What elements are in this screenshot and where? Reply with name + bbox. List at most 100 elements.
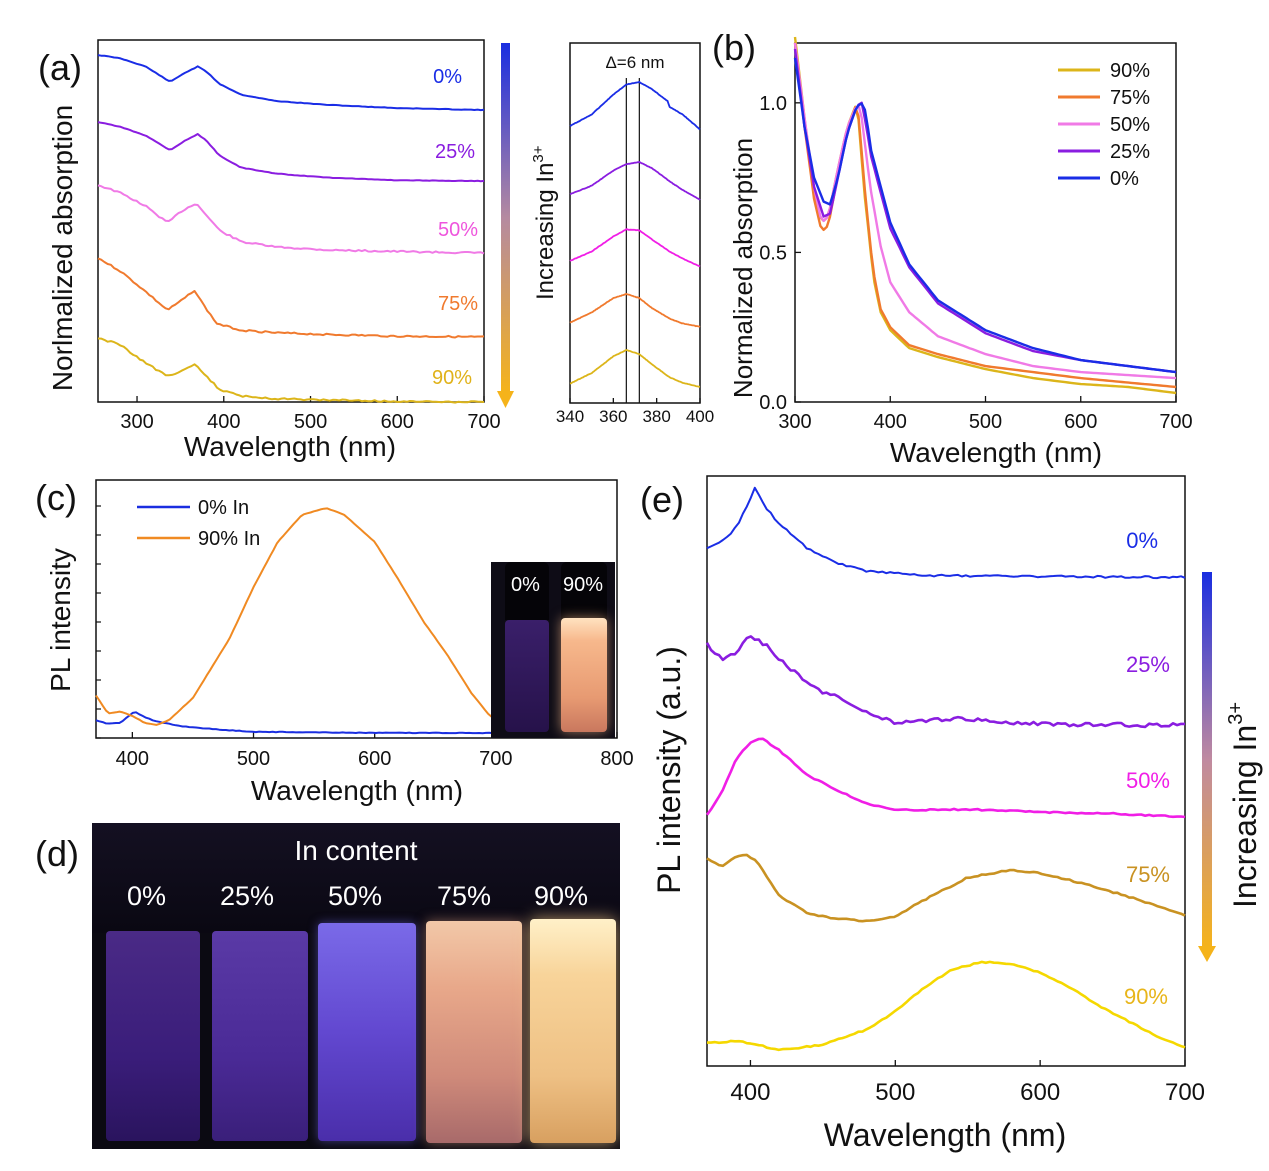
e-curve-90	[707, 960, 1186, 1052]
panel-d-label: (d)	[35, 833, 79, 874]
b-curve-0	[793, 57, 1177, 374]
d-cuvette-75	[426, 921, 522, 1143]
d-photo-label-50: 50%	[328, 881, 383, 911]
c-xtick-400: 400	[116, 748, 149, 770]
panel-e-ticks	[749, 1060, 1186, 1066]
b-curve-75	[793, 42, 1177, 389]
b-ytick-0: 0.0	[759, 392, 787, 414]
a-label-50: 50%	[438, 219, 478, 241]
panel-c-inset-photo: 0% 90%	[491, 562, 615, 738]
panel-c-legend: 0% In 90% In	[137, 497, 260, 550]
panel-b-xlabel: Wavelength (nm)	[890, 437, 1102, 468]
b-xtick-300: 300	[778, 411, 811, 433]
a-inset-xtick-400: 400	[686, 407, 714, 426]
b-xtick-400: 400	[874, 411, 907, 433]
b-legend-label-75: 75%	[1110, 87, 1150, 109]
e-gradient-arrow	[1198, 946, 1216, 962]
a-label-25: 25%	[435, 141, 475, 163]
e-label-25: 25%	[1126, 652, 1170, 677]
e-curve-25	[705, 635, 1185, 729]
e-curve-50	[705, 737, 1186, 819]
c-curve-90	[95, 507, 499, 726]
e-xtick-600: 600	[1020, 1079, 1060, 1106]
panel-c-ticks	[96, 505, 618, 739]
e-label-0: 0%	[1126, 528, 1158, 553]
panel-e-label: (e)	[640, 479, 684, 520]
d-cuvette-90	[530, 919, 616, 1143]
panel-a: (a) 300 400 500 600 700 Wavelength (nm) …	[38, 39, 559, 462]
a-inset-xtick-340: 340	[556, 407, 584, 426]
panel-c-label: (c)	[35, 477, 77, 518]
c-xtick-700: 700	[479, 748, 512, 770]
a-inset-axes	[569, 42, 701, 404]
panel-c-ylabel: PL intensity	[45, 548, 76, 692]
b-ytick-1: 1.0	[759, 93, 787, 115]
a-curve-75	[97, 257, 485, 339]
b-legend-label-0: 0%	[1110, 168, 1139, 190]
panel-b-ticks	[794, 102, 1177, 403]
a-xtick-700: 700	[467, 411, 500, 433]
c-photo-label-0: 0%	[511, 574, 540, 596]
c-xtick-800: 800	[600, 748, 633, 770]
a-inset-xtick-380: 380	[642, 407, 670, 426]
b-ytick-0-5: 0.5	[759, 242, 787, 264]
e-curve-75	[706, 853, 1186, 923]
e-label-90: 90%	[1124, 984, 1168, 1009]
a-label-90: 90%	[432, 367, 472, 389]
c-legend-label-0: 0% In	[198, 497, 249, 519]
d-cuvette-50	[318, 923, 416, 1141]
panel-e-curves	[705, 486, 1186, 1052]
panel-e-axes	[706, 475, 1186, 1067]
c-photo-cap-0	[505, 562, 549, 620]
a-curve-50	[97, 184, 485, 255]
c-curve-0	[95, 711, 496, 735]
d-photo-top	[92, 823, 620, 933]
panel-a-tick-labels: 300 400 500 600 700	[120, 411, 500, 433]
c-xtick-500: 500	[237, 748, 270, 770]
panel-a-axes	[97, 39, 485, 403]
a-xtick-600: 600	[381, 411, 414, 433]
a-gradient-label: Increasing In3+	[530, 145, 559, 300]
a-gradient-label-text: Increasing In	[532, 163, 559, 300]
c-photo-label-90: 90%	[563, 574, 604, 596]
d-photo-label-90: 90%	[534, 881, 589, 911]
e-label-50: 50%	[1126, 768, 1170, 793]
panel-e: (e) 400 500 600 700 Wavelength (nm) PL i…	[640, 475, 1263, 1153]
d-cuvette-25	[212, 931, 308, 1141]
e-gradient-bar	[1202, 572, 1212, 948]
panel-c: (c) 400 500 600 700 800 Wavelength (nm) …	[35, 477, 634, 806]
panel-a-xlabel: Wavelength (nm)	[184, 431, 396, 462]
a-inset-annotation: Δ=6 nm	[605, 53, 664, 72]
a-label-75: 75%	[438, 293, 478, 315]
a-gradient-arrow	[497, 391, 514, 408]
a-xtick-300: 300	[120, 411, 153, 433]
a-curve-90	[97, 337, 485, 404]
panel-a-curves	[97, 54, 485, 404]
panel-b-curves	[793, 36, 1177, 395]
c-xtick-600: 600	[358, 748, 391, 770]
a-inset-curve-25	[569, 161, 701, 201]
c-legend-label-90: 90% In	[198, 528, 260, 550]
panel-e-xlabel: Wavelength (nm)	[824, 1117, 1066, 1153]
a-inset-curve-75	[569, 293, 701, 328]
panel-b-ylabel: Normalized absorption	[728, 138, 758, 398]
a-xtick-400: 400	[207, 411, 240, 433]
d-cuvette-0	[106, 931, 200, 1141]
e-gradient-label-text: Increasing In	[1227, 725, 1263, 908]
panel-a-ylabel: Norlmalized absorption	[47, 105, 78, 391]
c-photo-cuvette-0	[505, 620, 549, 732]
e-xtick-400: 400	[730, 1079, 770, 1106]
panel-c-curves	[95, 507, 499, 735]
c-photo-cuvette-90	[561, 618, 607, 732]
b-xtick-700: 700	[1159, 411, 1192, 433]
e-xtick-500: 500	[875, 1079, 915, 1106]
c-photo-cap-90	[561, 562, 607, 620]
panel-b: (b) 300 400 500 600 700 0.0 0.5 1.0 Wave…	[712, 27, 1193, 468]
panel-d-photo: In content 0% 25% 50% 75% 90%	[92, 823, 620, 1149]
a-inset-curve-90	[569, 349, 701, 388]
b-legend-label-25: 25%	[1110, 141, 1150, 163]
panel-e-ylabel: PL intensity (a.u.)	[651, 646, 687, 894]
a-inset-curves	[569, 80, 701, 388]
a-inset-curve-0	[569, 80, 701, 131]
